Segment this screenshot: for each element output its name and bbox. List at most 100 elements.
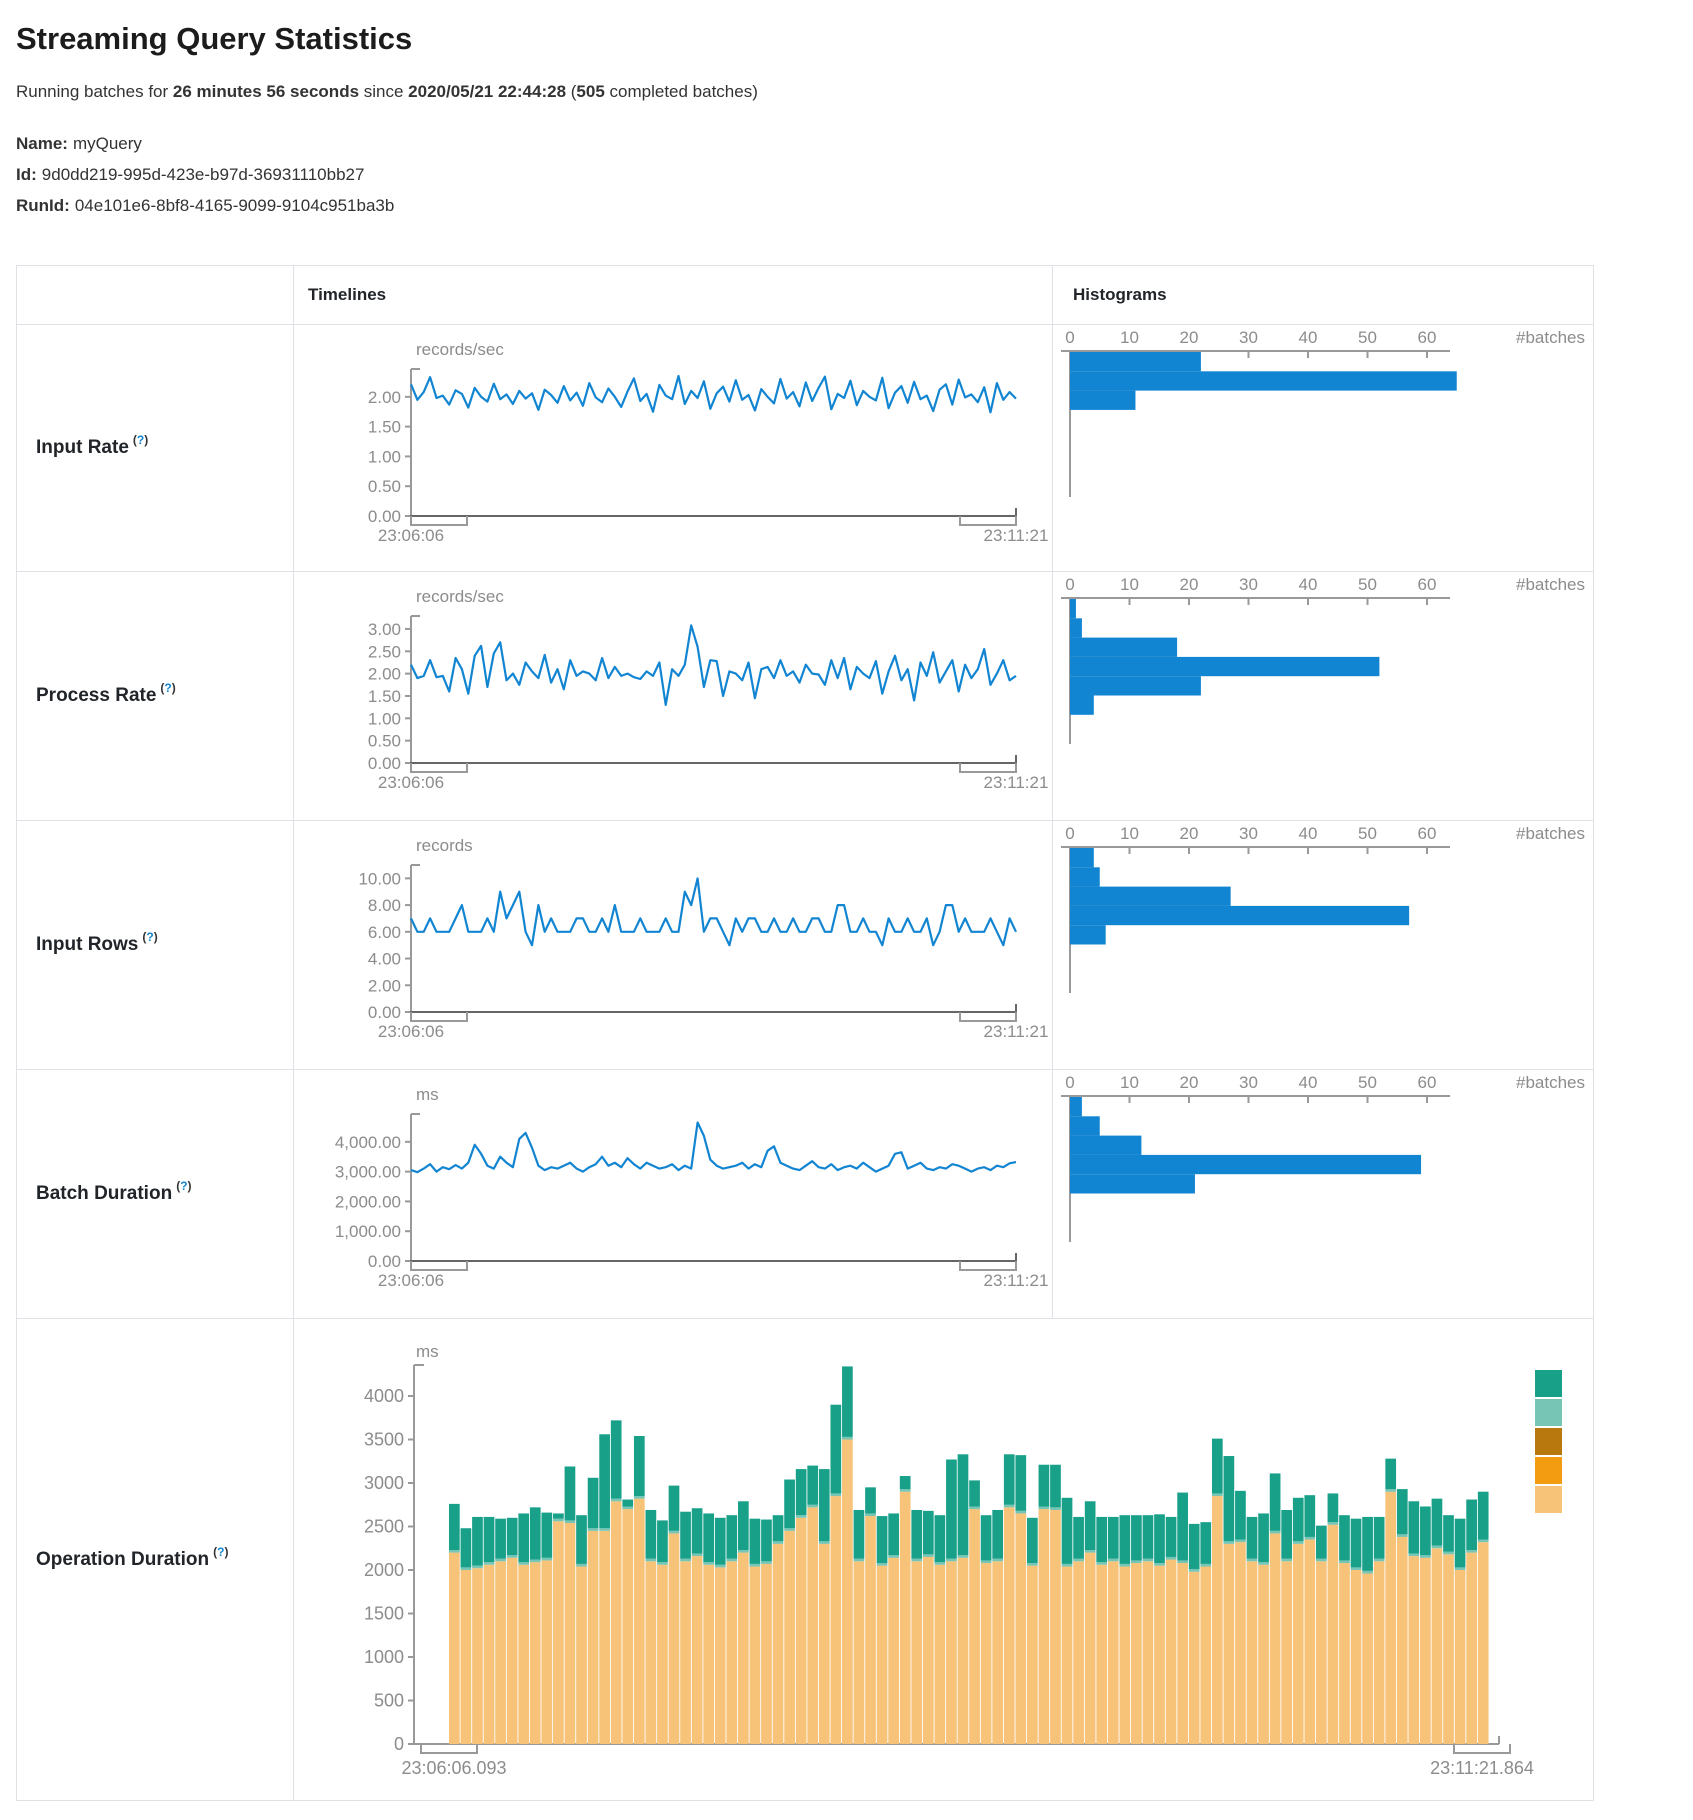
svg-text:1500: 1500	[364, 1604, 404, 1624]
query-runid-row: RunId: 04e101e6-8bf8-4165-9099-9104c951ba…	[16, 190, 1693, 221]
svg-text:30: 30	[1239, 1073, 1258, 1092]
svg-text:30: 30	[1239, 328, 1258, 347]
svg-text:3000: 3000	[364, 1473, 404, 1493]
svg-text:3.00: 3.00	[368, 620, 401, 639]
svg-text:3500: 3500	[364, 1430, 404, 1450]
process-rate-help-icon[interactable]: (?)	[160, 681, 176, 695]
start-timestamp: 2020/05/21 22:44:28	[408, 82, 567, 101]
svg-text:20: 20	[1180, 575, 1199, 594]
svg-text:10: 10	[1120, 328, 1139, 347]
svg-text:23:11:21: 23:11:21	[984, 526, 1049, 545]
input-rows-timeline-chart: records 0.00 2.00 4.00 6.00 8.00 10.00 23:06:06…	[358, 836, 1049, 1041]
svg-text:2.50: 2.50	[368, 642, 401, 661]
query-metadata: Name: myQuery Id: 9d0dd219-995d-423e-b97d-…	[16, 128, 1693, 221]
query-name-value: myQuery	[72, 134, 142, 153]
svg-text:4.00: 4.00	[368, 950, 401, 969]
svg-text:40: 40	[1299, 1073, 1318, 1092]
svg-text:8.00: 8.00	[368, 896, 401, 915]
query-name-row: Name: myQuery	[16, 128, 1693, 159]
svg-text:2.00: 2.00	[368, 976, 401, 995]
input-rate-histogram-cell: 0 10 20 30 40 50 60 #batches	[1053, 325, 1593, 572]
query-id-label: Id:	[16, 165, 37, 184]
query-name-label: Name:	[16, 134, 68, 153]
svg-text:60: 60	[1418, 575, 1437, 594]
svg-text:1000: 1000	[364, 1647, 404, 1667]
batch-duration-help-icon[interactable]: (?)	[176, 1179, 192, 1193]
svg-text:50: 50	[1358, 575, 1377, 594]
input-rows-help-icon[interactable]: (?)	[142, 930, 158, 944]
input-rows-histogram-chart: 0 10 20 30 40 50 60 #batches	[1061, 824, 1585, 993]
svg-text:1,000.00: 1,000.00	[335, 1222, 401, 1241]
row-label-batch-duration: Batch Duration (?)	[17, 1070, 294, 1319]
svg-text:20: 20	[1180, 328, 1199, 347]
batch-duration-histogram-chart: 0 10 20 30 40 50 60 #batches	[1061, 1073, 1585, 1242]
svg-text:1.50: 1.50	[368, 418, 401, 437]
empty-header-cell	[17, 266, 294, 325]
process-rate-histogram-chart: 0 10 20 30 40 50 60 #batches	[1061, 575, 1585, 744]
svg-text:23:06:06: 23:06:06	[378, 526, 444, 545]
input-rows-timeline-cell: records 0.00 2.00 4.00 6.00 8.00 10.00 23:06:06…	[294, 821, 1053, 1070]
svg-text:6.00: 6.00	[368, 923, 401, 942]
svg-text:records: records	[416, 836, 473, 855]
svg-text:10: 10	[1120, 824, 1139, 843]
svg-text:60: 60	[1418, 328, 1437, 347]
statistics-table: Timelines Histograms Input Rate (?) reco…	[16, 265, 1594, 1801]
svg-text:500: 500	[374, 1691, 404, 1711]
running-duration: 26 minutes 56 seconds	[172, 82, 360, 101]
svg-text:50: 50	[1358, 1073, 1377, 1092]
completed-batch-count: 505	[576, 82, 605, 101]
svg-text:23:11:21.864: 23:11:21.864	[1430, 1758, 1534, 1778]
svg-text:60: 60	[1418, 824, 1437, 843]
batch-duration-timeline-chart: ms 0.00 1,000.00 2,000.00 3,000.00 4,000.00 23…	[335, 1085, 1049, 1290]
input-rows-histogram-cell: 0 10 20 30 40 50 60 #batches	[1053, 821, 1593, 1070]
svg-text:23:11:21: 23:11:21	[984, 1022, 1049, 1041]
svg-text:2,000.00: 2,000.00	[335, 1192, 401, 1211]
svg-text:0: 0	[1065, 575, 1074, 594]
svg-text:0.00: 0.00	[368, 507, 401, 526]
svg-text:3,000.00: 3,000.00	[335, 1163, 401, 1182]
process-rate-timeline-chart: records/sec 0.00 0.50 1.00 1.50 2.00 2.50 3.00 2…	[368, 587, 1049, 792]
svg-text:50: 50	[1358, 824, 1377, 843]
svg-text:60: 60	[1418, 1073, 1437, 1092]
query-id-row: Id: 9d0dd219-995d-423e-b97d-36931110bb27	[16, 159, 1693, 190]
svg-text:0: 0	[394, 1734, 404, 1754]
svg-text:0: 0	[1065, 824, 1074, 843]
input-rate-help-icon[interactable]: (?)	[132, 433, 149, 447]
batch-status-line: Running batches for 26 minutes 56 second…	[16, 82, 758, 101]
svg-text:2000: 2000	[364, 1560, 404, 1580]
page-title: Streaming Query Statistics	[16, 21, 413, 56]
svg-text:#batches: #batches	[1516, 328, 1585, 347]
batch-duration-timeline-cell: ms 0.00 1,000.00 2,000.00 3,000.00 4,000.00 23…	[294, 1070, 1053, 1319]
svg-text:1.00: 1.00	[368, 447, 401, 466]
input-rate-timeline-cell: records/sec 0.00 0.50 1.00 1.50 2.00 23:06:06 2…	[294, 325, 1053, 572]
svg-text:40: 40	[1299, 328, 1318, 347]
svg-text:#batches: #batches	[1516, 575, 1585, 594]
svg-text:records/sec: records/sec	[416, 587, 504, 606]
svg-text:4,000.00: 4,000.00	[335, 1133, 401, 1152]
timelines-header: Timelines	[294, 266, 1053, 325]
svg-text:ms: ms	[416, 1085, 439, 1104]
svg-text:30: 30	[1239, 824, 1258, 843]
svg-text:23:06:06: 23:06:06	[378, 1022, 444, 1041]
svg-text:0.00: 0.00	[368, 1003, 401, 1022]
svg-text:0.50: 0.50	[368, 477, 401, 496]
svg-text:4000: 4000	[364, 1386, 404, 1406]
svg-text:20: 20	[1180, 1073, 1199, 1092]
svg-text:#batches: #batches	[1516, 824, 1585, 843]
svg-text:23:11:21: 23:11:21	[984, 1271, 1049, 1290]
svg-text:10.00: 10.00	[358, 869, 401, 888]
svg-text:40: 40	[1299, 824, 1318, 843]
svg-text:0: 0	[1065, 1073, 1074, 1092]
operation-duration-help-icon[interactable]: (?)	[213, 1544, 229, 1559]
svg-text:0.00: 0.00	[368, 754, 401, 773]
input-rate-timeline-chart: records/sec 0.00 0.50 1.00 1.50 2.00 23:06:06 2…	[368, 340, 1049, 545]
svg-text:20: 20	[1180, 824, 1199, 843]
svg-text:50: 50	[1358, 328, 1377, 347]
svg-text:10: 10	[1120, 1073, 1139, 1092]
process-rate-timeline-cell: records/sec 0.00 0.50 1.00 1.50 2.00 2.50 3.00 2…	[294, 572, 1053, 821]
svg-text:23:06:06: 23:06:06	[378, 773, 444, 792]
svg-text:2500: 2500	[364, 1517, 404, 1537]
svg-text:40: 40	[1299, 575, 1318, 594]
svg-text:23:11:21: 23:11:21	[984, 773, 1049, 792]
